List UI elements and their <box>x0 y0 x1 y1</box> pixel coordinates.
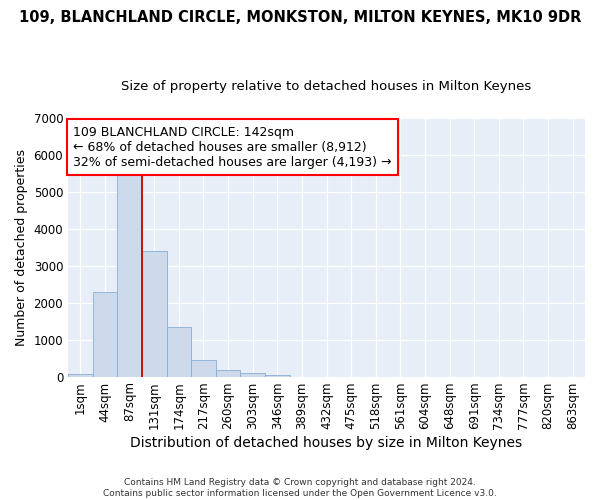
Bar <box>265 374 290 376</box>
Bar <box>241 373 265 376</box>
Bar <box>92 292 117 376</box>
Bar <box>191 360 216 376</box>
X-axis label: Distribution of detached houses by size in Milton Keynes: Distribution of detached houses by size … <box>130 436 523 450</box>
Text: Contains HM Land Registry data © Crown copyright and database right 2024.
Contai: Contains HM Land Registry data © Crown c… <box>103 478 497 498</box>
Bar <box>142 251 167 376</box>
Bar <box>117 175 142 376</box>
Bar <box>68 374 92 376</box>
Bar <box>167 326 191 376</box>
Y-axis label: Number of detached properties: Number of detached properties <box>15 148 28 346</box>
Text: 109, BLANCHLAND CIRCLE, MONKSTON, MILTON KEYNES, MK10 9DR: 109, BLANCHLAND CIRCLE, MONKSTON, MILTON… <box>19 10 581 25</box>
Text: 109 BLANCHLAND CIRCLE: 142sqm
← 68% of detached houses are smaller (8,912)
32% o: 109 BLANCHLAND CIRCLE: 142sqm ← 68% of d… <box>73 126 392 168</box>
Title: Size of property relative to detached houses in Milton Keynes: Size of property relative to detached ho… <box>121 80 532 93</box>
Bar <box>216 370 241 376</box>
